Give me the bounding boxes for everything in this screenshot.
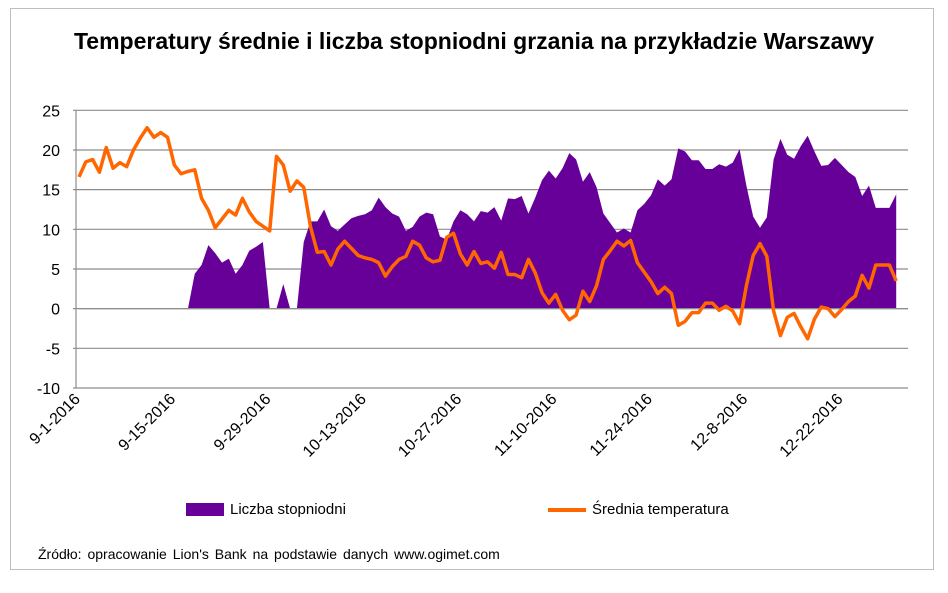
x-tick-label: 11-10-2016	[491, 391, 560, 460]
y-tick-label: -5	[46, 341, 60, 358]
x-tick-label: 9-1-2016	[27, 391, 84, 448]
x-tick-label: 10-27-2016	[395, 391, 465, 461]
y-tick-label: 25	[42, 103, 60, 120]
y-tick-label: 10	[42, 222, 60, 239]
x-tick-label: 12-8-2016	[688, 391, 752, 455]
y-tick-label: 15	[42, 183, 60, 200]
x-tick-label: 11-24-2016	[587, 391, 656, 460]
line-series-temperature	[77, 126, 898, 341]
source-note: Źródło: opracowanie Lion's Bank na podst…	[38, 546, 500, 562]
area-series-degree-days	[79, 135, 897, 309]
chart-frame	[10, 8, 934, 570]
legend-swatch-line	[548, 507, 586, 512]
y-tick-label: -10	[37, 381, 60, 398]
y-tick-label: 5	[51, 262, 60, 279]
legend-label: Średnia temperatura	[592, 501, 729, 518]
legend-item-temperature: Średnia temperatura	[548, 501, 729, 518]
y-tick-label: 0	[51, 302, 60, 319]
x-tick-label: 9-29-2016	[211, 391, 275, 455]
chart-title: Temperatury średnie i liczba stopniodni …	[73, 28, 875, 54]
y-tick-label: 20	[42, 143, 60, 160]
legend-swatch-area	[186, 503, 224, 516]
x-tick-label: 12-22-2016	[777, 391, 847, 461]
x-tick-label: 9-15-2016	[116, 391, 180, 455]
legend-item-degree-days: Liczba stopniodni	[186, 501, 346, 518]
x-tick-label: 10-13-2016	[300, 391, 370, 461]
legend-label: Liczba stopniodni	[230, 501, 346, 518]
